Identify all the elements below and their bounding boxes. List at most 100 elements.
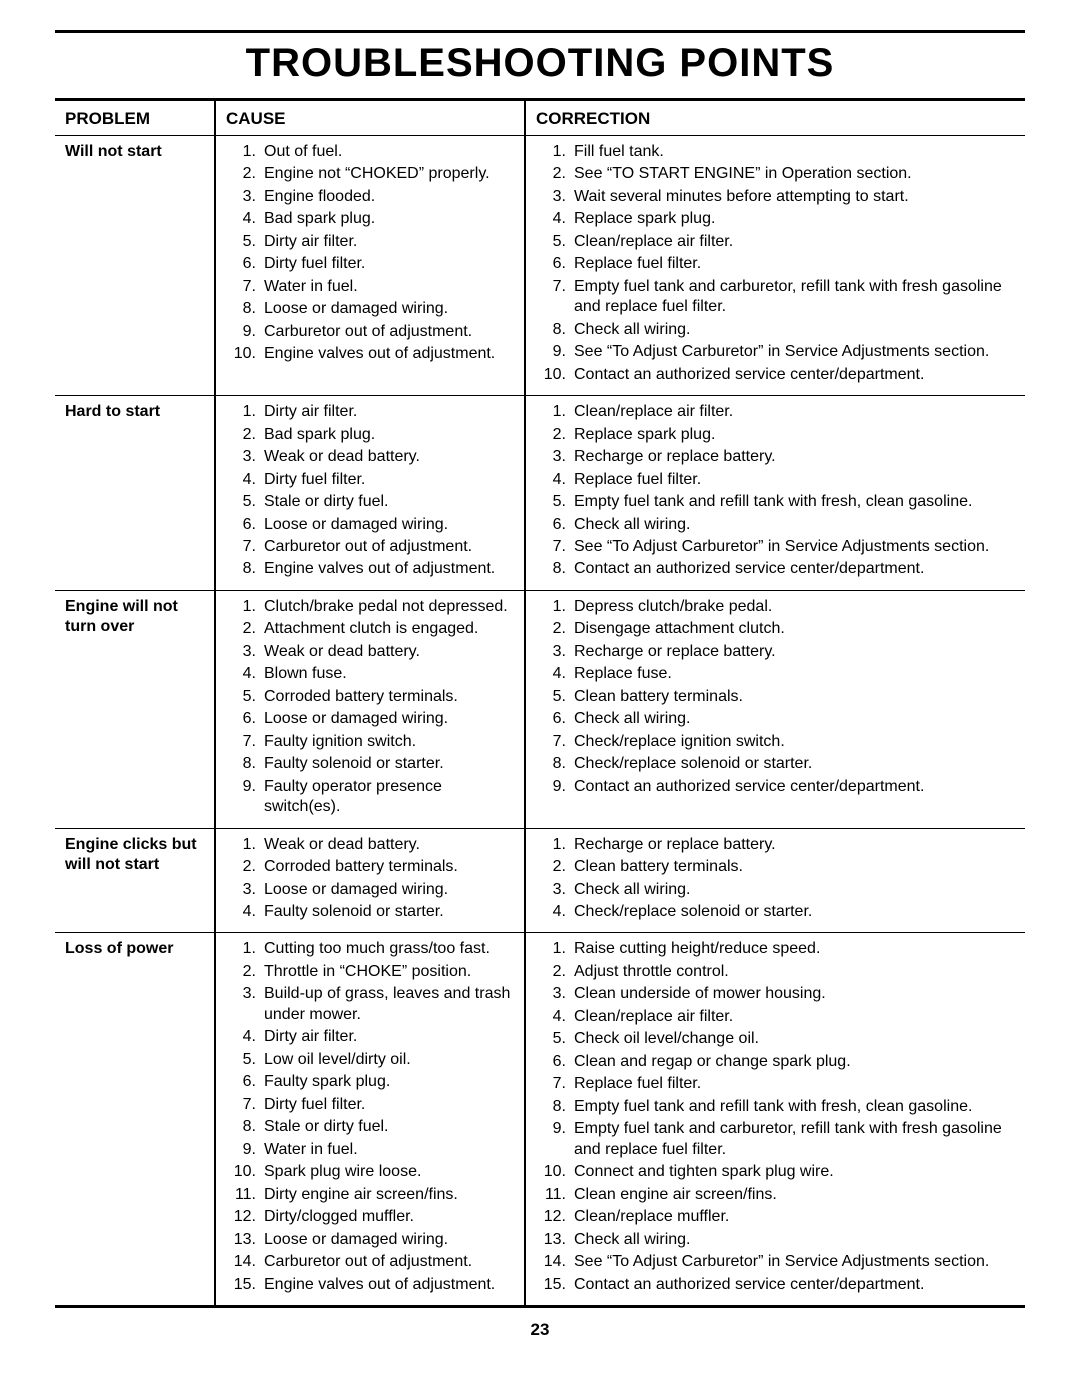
cause-item: Out of fuel. [260, 142, 514, 162]
correction-item: Contact an authorized service center/dep… [570, 777, 1015, 797]
cause-item: Carburetor out of adjustment. [260, 322, 514, 342]
correction-item: Check all wiring. [570, 709, 1015, 729]
correction-item: Contact an authorized service center/dep… [570, 365, 1015, 385]
cause-item: Engine valves out of adjustment. [260, 344, 514, 364]
col-header-problem: PROBLEM [55, 101, 215, 136]
troubleshoot-table-wrap: PROBLEM CAUSE CORRECTION Will not startO… [55, 98, 1025, 1305]
cause-cell: Out of fuel.Engine not “CHOKED” properly… [215, 136, 525, 396]
cause-item: Dirty air filter. [260, 232, 514, 252]
cause-item: Blown fuse. [260, 664, 514, 684]
problem-cell: Engine will not turn over [55, 590, 215, 828]
correction-item: Fill fuel tank. [570, 142, 1015, 162]
correction-item: Clean engine air screen/fins. [570, 1185, 1015, 1205]
top-horizontal-rule [55, 30, 1025, 33]
cause-item: Dirty fuel filter. [260, 1095, 514, 1115]
correction-item: Clean and regap or change spark plug. [570, 1052, 1015, 1072]
correction-item: Clean battery terminals. [570, 687, 1015, 707]
cause-item: Corroded battery terminals. [260, 687, 514, 707]
cause-item: Dirty fuel filter. [260, 254, 514, 274]
cause-item: Dirty engine air screen/fins. [260, 1185, 514, 1205]
cause-item: Loose or damaged wiring. [260, 299, 514, 319]
correction-item: Check/replace ignition switch. [570, 732, 1015, 752]
correction-item: Adjust throttle control. [570, 962, 1015, 982]
cause-item: Stale or dirty fuel. [260, 1117, 514, 1137]
correction-item: See “To Adjust Carburetor” in Service Ad… [570, 342, 1015, 362]
page-number: 23 [55, 1320, 1025, 1340]
cause-list: Weak or dead battery.Corroded battery te… [226, 835, 514, 923]
cause-item: Faulty operator presence switch(es). [260, 777, 514, 818]
cause-item: Low oil level/dirty oil. [260, 1050, 514, 1070]
cause-list: Out of fuel.Engine not “CHOKED” properly… [226, 142, 514, 365]
correction-item: Replace spark plug. [570, 425, 1015, 445]
correction-item: Contact an authorized service center/dep… [570, 1275, 1015, 1295]
correction-cell: Clean/replace air filter. Replace spark p… [525, 396, 1025, 591]
correction-item: Replace spark plug. [570, 209, 1015, 229]
correction-item: Clean/replace muffler. [570, 1207, 1015, 1227]
cause-item: Weak or dead battery. [260, 835, 514, 855]
col-header-correction: CORRECTION [525, 101, 1025, 136]
correction-item: Recharge or replace battery. [570, 447, 1015, 467]
cause-item: Loose or damaged wiring. [260, 515, 514, 535]
correction-item: Check oil level/change oil. [570, 1029, 1015, 1049]
cause-item: Water in fuel. [260, 1140, 514, 1160]
cause-item: Faulty ignition switch. [260, 732, 514, 752]
correction-item: Replace fuel filter. [570, 1074, 1015, 1094]
cause-item: Engine valves out of adjustment. [260, 559, 514, 579]
correction-item: Empty fuel tank and carburetor, refill t… [570, 1119, 1015, 1160]
problem-cell: Will not start [55, 136, 215, 396]
correction-item: Check/replace solenoid or starter. [570, 902, 1015, 922]
correction-list: Clean/replace air filter. Replace spark p… [536, 402, 1015, 580]
header-row: PROBLEM CAUSE CORRECTION [55, 101, 1025, 136]
correction-cell: Recharge or replace battery.Clean batter… [525, 828, 1025, 933]
correction-list: Fill fuel tank.See “TO START ENGINE” in … [536, 142, 1015, 385]
correction-item: Clean/replace air filter. [570, 232, 1015, 252]
cause-item: Carburetor out of adjustment. [260, 537, 514, 557]
cause-item: Stale or dirty fuel. [260, 492, 514, 512]
cause-cell: Weak or dead battery.Corroded battery te… [215, 828, 525, 933]
problem-cell: Engine clicks but will not start [55, 828, 215, 933]
correction-item: Check all wiring. [570, 320, 1015, 340]
cause-cell: Dirty air filter.Bad spark plug.Weak or … [215, 396, 525, 591]
cause-item: Weak or dead battery. [260, 447, 514, 467]
correction-list: Recharge or replace battery.Clean batter… [536, 835, 1015, 923]
correction-list: Raise cutting height/reduce speed.Adjust… [536, 939, 1015, 1295]
table-row: Hard to startDirty air filter.Bad spark … [55, 396, 1025, 591]
cause-item: Corroded battery terminals. [260, 857, 514, 877]
cause-item: Engine valves out of adjustment. [260, 1275, 514, 1295]
correction-item: Contact an authorized service center/dep… [570, 559, 1015, 579]
cause-item: Clutch/brake pedal not depressed. [260, 597, 514, 617]
cause-item: Faulty solenoid or starter. [260, 902, 514, 922]
table-row: Engine will not turn overClutch/brake pe… [55, 590, 1025, 828]
cause-item: Loose or damaged wiring. [260, 880, 514, 900]
cause-item: Faulty solenoid or starter. [260, 754, 514, 774]
page-title: TROUBLESHOOTING POINTS [55, 41, 1025, 86]
correction-item: Check all wiring. [570, 515, 1015, 535]
correction-item: Empty fuel tank and carburetor, refill t… [570, 277, 1015, 318]
table-row: Will not startOut of fuel.Engine not “CH… [55, 136, 1025, 396]
correction-item: See “To Adjust Carburetor” in Service Ad… [570, 1252, 1015, 1272]
correction-item: Clean/replace air filter. [570, 402, 1015, 422]
cause-item: Faulty spark plug. [260, 1072, 514, 1092]
table-row: Engine clicks but will not startWeak or … [55, 828, 1025, 933]
correction-item: Clean/replace air filter. [570, 1007, 1015, 1027]
correction-item: Recharge or replace battery. [570, 835, 1015, 855]
correction-item: Check all wiring. [570, 880, 1015, 900]
cause-cell: Clutch/brake pedal not depressed.Attachm… [215, 590, 525, 828]
problem-cell: Hard to start [55, 396, 215, 591]
correction-item: Depress clutch/brake pedal. [570, 597, 1015, 617]
correction-item: Connect and tighten spark plug wire. [570, 1162, 1015, 1182]
cause-item: Build-up of grass, leaves and trash unde… [260, 984, 514, 1025]
col-header-cause: CAUSE [215, 101, 525, 136]
correction-item: Empty fuel tank and refill tank with fre… [570, 1097, 1015, 1117]
correction-item: Clean battery terminals. [570, 857, 1015, 877]
cause-item: Dirty air filter. [260, 402, 514, 422]
cause-list: Clutch/brake pedal not depressed.Attachm… [226, 597, 514, 818]
correction-item: Wait several minutes before attempting t… [570, 187, 1015, 207]
cause-item: Throttle in “CHOKE” position. [260, 962, 514, 982]
cause-item: Engine not “CHOKED” properly. [260, 164, 514, 184]
cause-item: Attachment clutch is engaged. [260, 619, 514, 639]
cause-item: Dirty air filter. [260, 1027, 514, 1047]
correction-item: See “TO START ENGINE” in Operation secti… [570, 164, 1015, 184]
troubleshoot-table: PROBLEM CAUSE CORRECTION Will not startO… [55, 101, 1025, 1305]
correction-item: See “To Adjust Carburetor” in Service Ad… [570, 537, 1015, 557]
